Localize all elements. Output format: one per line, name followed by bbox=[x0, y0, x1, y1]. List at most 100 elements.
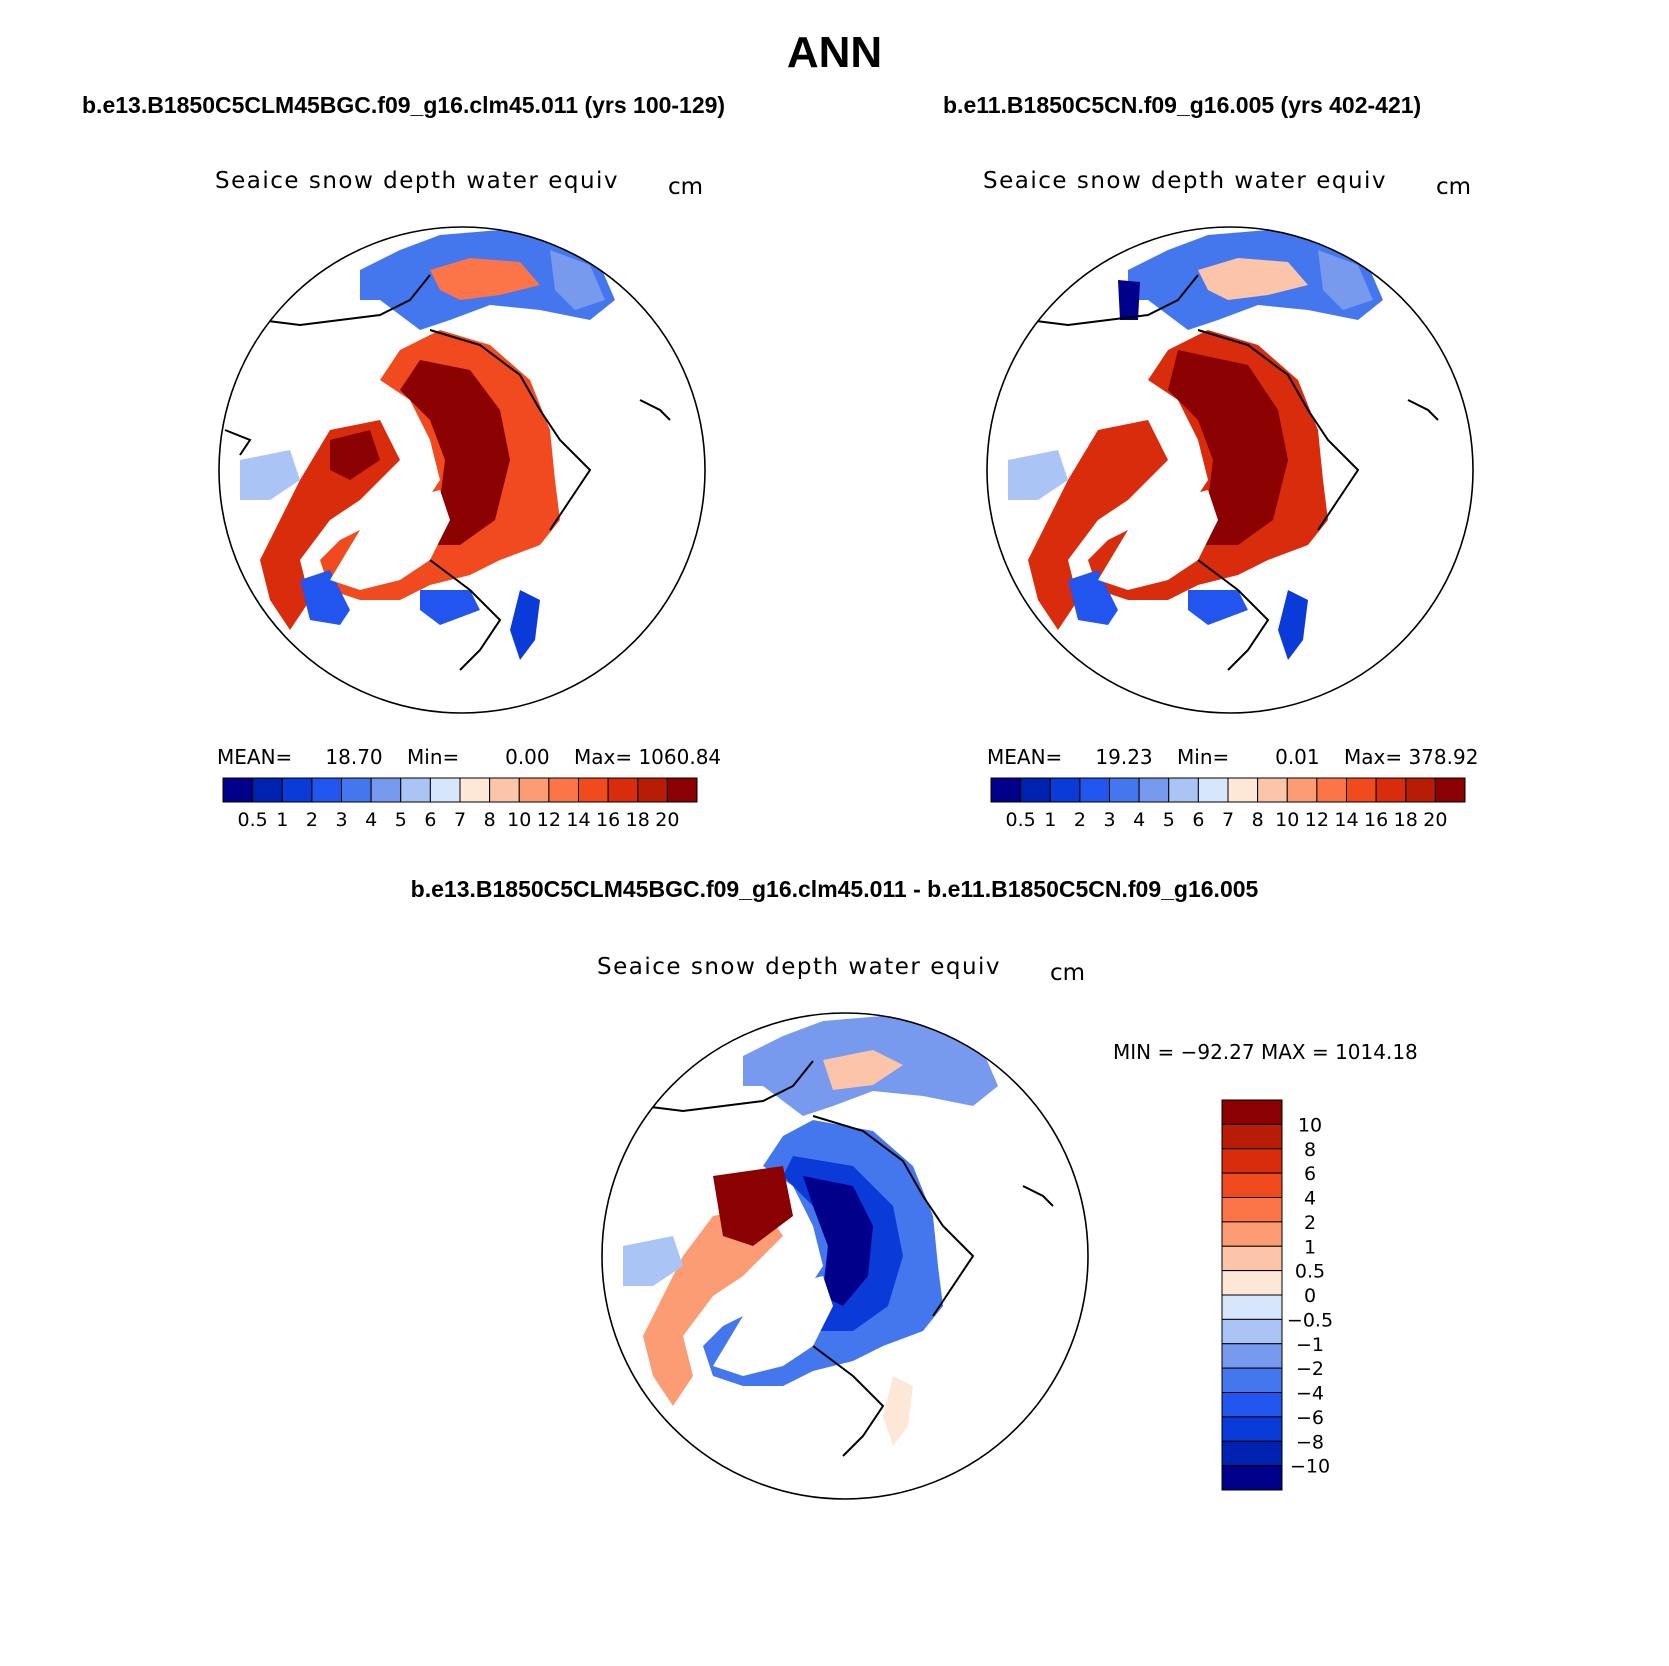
panel2-units: cm bbox=[1436, 174, 1472, 200]
diff-colorbar-tick-label: −4 bbox=[1296, 1383, 1324, 1405]
panel2-colorbar-tick-label: 1 bbox=[1044, 809, 1056, 831]
panel1-colorbar-swatch bbox=[311, 777, 342, 803]
panel2-min-value: 0.01 bbox=[1275, 745, 1320, 769]
panel1-colorbar-tick-label: 0.5 bbox=[238, 809, 268, 831]
panel1-colorbar-swatch bbox=[637, 777, 668, 803]
diff-min-max: MIN = −92.27 MAX = 1014.18 bbox=[1113, 1040, 1418, 1064]
panel2-case-title: b.e11.B1850C5CN.f09_g16.005 (yrs 402-421… bbox=[943, 92, 1422, 118]
panel2-colorbar-tick-label: 8 bbox=[1252, 809, 1264, 831]
panel1-colorbar: 0.5 1 2 3 4 5 6 7 8 10 12 14 16 18 20 bbox=[222, 777, 698, 831]
diff-colorbar-swatch bbox=[1221, 1148, 1283, 1174]
panel2-colorbar-swatch bbox=[1079, 777, 1110, 803]
panel1-min-label: Min= bbox=[407, 745, 460, 769]
panel2-colorbar-swatch bbox=[1257, 777, 1288, 803]
panel2-colorbar-tick-label: 6 bbox=[1192, 809, 1204, 831]
panel1-colorbar-swatch bbox=[578, 777, 609, 803]
panel1-colorbar-swatch bbox=[459, 777, 491, 803]
diff-colorbar-swatch bbox=[1221, 1367, 1283, 1393]
panel1-colorbar-swatch bbox=[607, 777, 639, 803]
panel2-colorbar-swatch bbox=[1138, 777, 1170, 803]
panel1-colorbar-tick-label: 12 bbox=[537, 809, 561, 831]
panel2-colorbar: 0.5 1 2 3 4 5 6 7 8 10 12 14 16 18 20 bbox=[990, 777, 1466, 831]
diff-colorbar-swatch bbox=[1221, 1172, 1283, 1198]
panel2-colorbar-tick-label: 4 bbox=[1133, 809, 1145, 831]
diff-colorbar-swatch bbox=[1221, 1343, 1283, 1369]
panel2-colorbar-swatch bbox=[1168, 777, 1199, 803]
panel2-mean-value: 19.23 bbox=[1095, 745, 1153, 769]
panel2-colorbar-swatch bbox=[990, 777, 1022, 803]
diff-colorbar-swatch bbox=[1221, 1123, 1283, 1150]
panel1-colorbar-tick-label: 5 bbox=[395, 809, 407, 831]
diff-colorbar-tick-label: −10 bbox=[1290, 1456, 1330, 1478]
panel1-stats: MEAN= 18.70 Min= 0.00 Max= 1060.84 bbox=[217, 745, 721, 769]
panel2-colorbar-tick-label: 14 bbox=[1334, 809, 1358, 831]
panel1-colorbar-tick-label: 8 bbox=[484, 809, 496, 831]
panel2-min-label: Min= bbox=[1177, 745, 1230, 769]
diff-colorbar-swatch bbox=[1221, 1221, 1283, 1247]
panel1-mean-label: MEAN= bbox=[217, 745, 293, 769]
diff-map-fill bbox=[602, 1013, 1088, 1499]
panel1-colorbar-tick-label: 1 bbox=[276, 809, 288, 831]
diff-colorbar-tick-label: 0.5 bbox=[1295, 1261, 1325, 1283]
diff-colorbar-tick-label: −0.5 bbox=[1287, 1309, 1333, 1331]
diff-colorbar-tick-label: −2 bbox=[1296, 1358, 1324, 1380]
diff-colorbar-swatch bbox=[1221, 1318, 1283, 1345]
diff-colorbar-tick-label: 2 bbox=[1304, 1212, 1316, 1234]
panel2-colorbar-swatch bbox=[1316, 777, 1347, 803]
panel2-colorbar-swatch bbox=[1020, 777, 1051, 803]
diff-colorbar-swatch bbox=[1221, 1197, 1283, 1223]
panel1-min-value: 0.00 bbox=[505, 745, 550, 769]
panel2-stats: MEAN= 19.23 Min= 0.01 Max= 378.92 bbox=[987, 745, 1478, 769]
diff-colorbar: 10 86 421 0.50−0.5 −1−2 −4−6−8 −10 bbox=[1221, 1099, 1333, 1491]
panel1-max-value: 1060.84 bbox=[638, 745, 722, 769]
panel1-colorbar-swatch bbox=[489, 777, 520, 803]
panel2-colorbar-tick-label: 10 bbox=[1275, 809, 1299, 831]
panel2-map-fill bbox=[987, 227, 1473, 713]
diff-colorbar-swatch bbox=[1221, 1440, 1283, 1467]
panel2-colorbar-swatch bbox=[1286, 777, 1318, 803]
panel2-colorbar-swatch bbox=[1049, 777, 1081, 803]
panel1-units: cm bbox=[668, 174, 704, 200]
panel2-colorbar-tick-label: 2 bbox=[1074, 809, 1086, 831]
panel2-colorbar-tick-label: 16 bbox=[1364, 809, 1388, 831]
panel2-max-label: Max= bbox=[1343, 745, 1403, 769]
panel1-colorbar-tick-label: 3 bbox=[335, 809, 347, 831]
panel1-colorbar-swatch bbox=[548, 777, 579, 803]
panel1-colorbar-swatch bbox=[400, 777, 431, 803]
panel1-colorbar-swatch bbox=[341, 777, 372, 803]
diff-colorbar-swatch bbox=[1221, 1270, 1283, 1296]
diff-colorbar-swatch bbox=[1221, 1392, 1283, 1418]
panel1-colorbar-tick-label: 14 bbox=[566, 809, 590, 831]
diff-title: b.e13.B1850C5CLM45BGC.f09_g16.clm45.011 … bbox=[410, 876, 1259, 902]
diff-colorbar-tick-label: 1 bbox=[1304, 1236, 1316, 1258]
diff-colorbar-tick-label: −1 bbox=[1296, 1334, 1324, 1356]
panel2-colorbar-swatch bbox=[1405, 777, 1436, 803]
panel2-colorbar-tick-label: 20 bbox=[1423, 809, 1447, 831]
panel2-colorbar-tick-label: 5 bbox=[1163, 809, 1175, 831]
panel1-colorbar-tick-label: 10 bbox=[507, 809, 531, 831]
diff-colorbar-tick-label: 4 bbox=[1304, 1188, 1316, 1210]
panel1-colorbar-swatch bbox=[518, 777, 550, 803]
panel1-colorbar-swatch bbox=[252, 777, 283, 803]
diff-colorbar-tick-label: 6 bbox=[1304, 1163, 1316, 1185]
panel1-colorbar-tick-label: 20 bbox=[655, 809, 679, 831]
diff-colorbar-swatch bbox=[1221, 1099, 1283, 1125]
panel1-colorbar-tick-label: 2 bbox=[306, 809, 318, 831]
panel1-colorbar-tick-label: 6 bbox=[424, 809, 436, 831]
panel1-mean-value: 18.70 bbox=[325, 745, 383, 769]
panel1-colorbar-swatch bbox=[429, 777, 461, 803]
panel2-colorbar-swatch bbox=[1375, 777, 1407, 803]
panel2-colorbar-tick-label: 3 bbox=[1103, 809, 1115, 831]
panel2-colorbar-tick-label: 0.5 bbox=[1006, 809, 1036, 831]
panel1-colorbar-tick-label: 16 bbox=[596, 809, 620, 831]
main-title: ANN bbox=[786, 28, 883, 77]
panel1-colorbar-tick-label: 18 bbox=[626, 809, 650, 831]
diff-colorbar-swatch bbox=[1221, 1294, 1283, 1320]
panel2-colorbar-tick-label: 18 bbox=[1394, 809, 1418, 831]
diff-colorbar-swatch bbox=[1221, 1416, 1283, 1442]
panel2-mean-label: MEAN= bbox=[987, 745, 1063, 769]
panel2-colorbar-swatch bbox=[1346, 777, 1377, 803]
diff-colorbar-swatch bbox=[1221, 1465, 1283, 1491]
diff-units: cm bbox=[1050, 960, 1086, 986]
